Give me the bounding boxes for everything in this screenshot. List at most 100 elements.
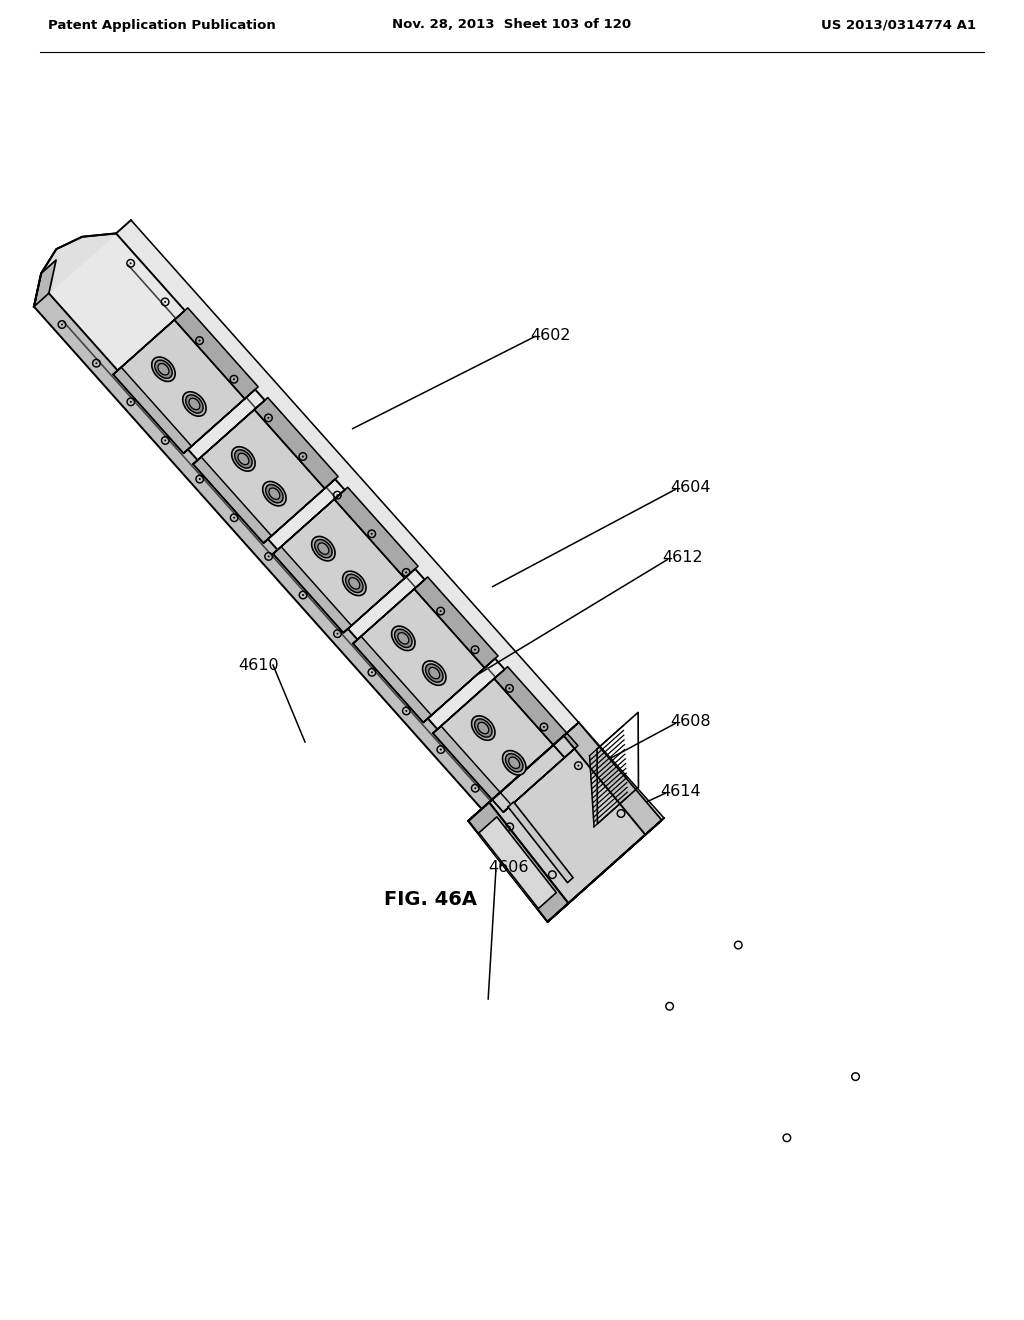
Ellipse shape bbox=[471, 715, 495, 741]
Text: 4612: 4612 bbox=[662, 550, 702, 565]
Ellipse shape bbox=[158, 363, 169, 375]
Circle shape bbox=[199, 478, 201, 480]
Circle shape bbox=[164, 440, 166, 441]
Ellipse shape bbox=[423, 661, 446, 685]
Text: 4610: 4610 bbox=[238, 657, 279, 672]
Polygon shape bbox=[508, 803, 573, 883]
Text: 4614: 4614 bbox=[660, 784, 700, 800]
Polygon shape bbox=[113, 319, 245, 453]
Circle shape bbox=[406, 710, 408, 711]
Circle shape bbox=[406, 572, 408, 573]
Text: 4604: 4604 bbox=[670, 480, 711, 495]
Ellipse shape bbox=[155, 360, 172, 379]
Ellipse shape bbox=[152, 356, 175, 381]
Circle shape bbox=[474, 648, 476, 651]
Circle shape bbox=[164, 301, 166, 304]
Ellipse shape bbox=[343, 572, 366, 595]
Circle shape bbox=[302, 455, 304, 458]
Polygon shape bbox=[433, 678, 564, 812]
Polygon shape bbox=[34, 260, 56, 306]
Ellipse shape bbox=[474, 719, 492, 737]
Polygon shape bbox=[263, 479, 336, 543]
Ellipse shape bbox=[238, 453, 249, 465]
Polygon shape bbox=[194, 400, 265, 465]
Circle shape bbox=[302, 594, 304, 597]
Polygon shape bbox=[113, 367, 191, 453]
Ellipse shape bbox=[429, 668, 439, 678]
Polygon shape bbox=[415, 577, 498, 668]
Ellipse shape bbox=[478, 722, 488, 734]
Ellipse shape bbox=[509, 758, 520, 768]
Ellipse shape bbox=[311, 536, 335, 561]
Text: 4602: 4602 bbox=[530, 327, 570, 342]
Circle shape bbox=[543, 726, 545, 729]
Circle shape bbox=[267, 556, 269, 557]
Polygon shape bbox=[34, 234, 116, 306]
Circle shape bbox=[474, 787, 476, 789]
Ellipse shape bbox=[317, 543, 329, 554]
Ellipse shape bbox=[269, 488, 280, 499]
Polygon shape bbox=[34, 293, 582, 904]
Ellipse shape bbox=[503, 751, 526, 775]
Polygon shape bbox=[433, 669, 505, 733]
Circle shape bbox=[439, 610, 441, 612]
Text: US 2013/0314774 A1: US 2013/0314774 A1 bbox=[821, 18, 976, 32]
Ellipse shape bbox=[345, 574, 364, 593]
Text: 4606: 4606 bbox=[488, 861, 528, 875]
Ellipse shape bbox=[398, 632, 409, 644]
Circle shape bbox=[336, 494, 338, 496]
Circle shape bbox=[337, 632, 339, 635]
Text: FIG. 46A: FIG. 46A bbox=[384, 890, 476, 909]
Circle shape bbox=[509, 688, 511, 689]
Polygon shape bbox=[194, 409, 325, 543]
Circle shape bbox=[509, 826, 511, 828]
Polygon shape bbox=[468, 722, 579, 821]
Polygon shape bbox=[489, 722, 662, 903]
Ellipse shape bbox=[185, 395, 203, 413]
Polygon shape bbox=[353, 579, 425, 644]
Ellipse shape bbox=[231, 446, 255, 471]
Circle shape bbox=[95, 362, 97, 364]
Ellipse shape bbox=[234, 450, 252, 469]
Ellipse shape bbox=[265, 484, 283, 503]
Ellipse shape bbox=[189, 399, 200, 409]
Ellipse shape bbox=[506, 754, 523, 772]
Polygon shape bbox=[548, 820, 662, 921]
Ellipse shape bbox=[182, 392, 206, 416]
Polygon shape bbox=[194, 457, 271, 543]
Circle shape bbox=[199, 339, 201, 342]
Polygon shape bbox=[334, 487, 418, 578]
Text: Nov. 28, 2013  Sheet 103 of 120: Nov. 28, 2013 Sheet 103 of 120 bbox=[392, 18, 632, 32]
Polygon shape bbox=[479, 817, 556, 908]
Polygon shape bbox=[273, 499, 404, 632]
Ellipse shape bbox=[262, 482, 286, 506]
Polygon shape bbox=[495, 667, 578, 758]
Polygon shape bbox=[433, 726, 511, 812]
Circle shape bbox=[267, 417, 269, 418]
Polygon shape bbox=[353, 589, 484, 722]
Polygon shape bbox=[254, 397, 338, 488]
Ellipse shape bbox=[426, 664, 443, 682]
Polygon shape bbox=[183, 389, 255, 453]
Circle shape bbox=[371, 672, 373, 673]
Polygon shape bbox=[34, 234, 649, 904]
Ellipse shape bbox=[314, 540, 332, 558]
Ellipse shape bbox=[394, 630, 412, 648]
Polygon shape bbox=[113, 310, 185, 375]
Circle shape bbox=[61, 323, 63, 326]
Circle shape bbox=[578, 764, 580, 767]
Polygon shape bbox=[468, 735, 645, 921]
Text: 4608: 4608 bbox=[670, 714, 711, 730]
Text: Patent Application Publication: Patent Application Publication bbox=[48, 18, 275, 32]
Polygon shape bbox=[353, 636, 431, 722]
Circle shape bbox=[130, 263, 132, 264]
Circle shape bbox=[233, 379, 234, 380]
Polygon shape bbox=[116, 220, 664, 832]
Polygon shape bbox=[504, 748, 575, 812]
Circle shape bbox=[440, 748, 441, 751]
Circle shape bbox=[371, 533, 373, 535]
Ellipse shape bbox=[391, 626, 415, 651]
Circle shape bbox=[130, 401, 132, 403]
Circle shape bbox=[233, 516, 236, 519]
Ellipse shape bbox=[349, 578, 359, 589]
